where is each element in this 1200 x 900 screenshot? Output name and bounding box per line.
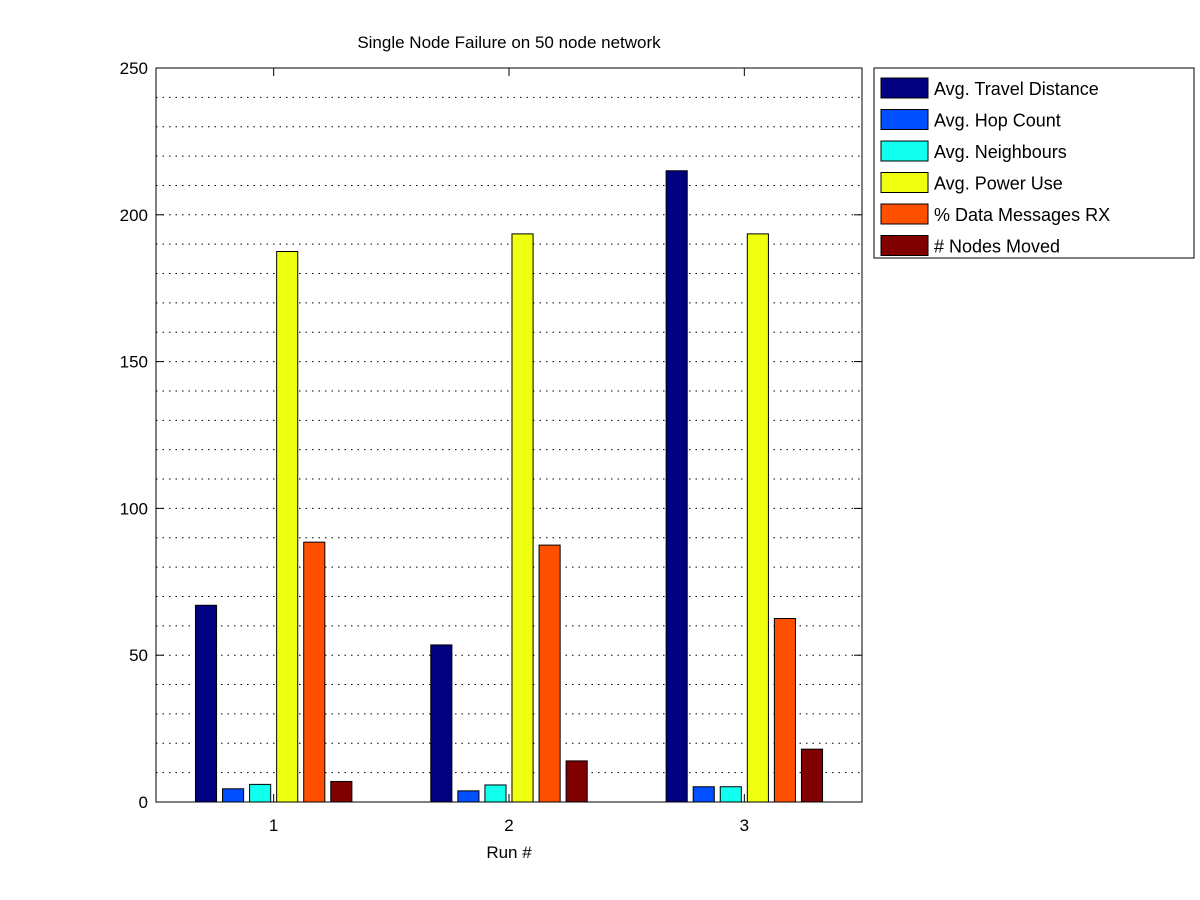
legend-entry: Avg. Neighbours bbox=[934, 142, 1067, 162]
x-tick-label: 2 bbox=[504, 816, 513, 835]
bar bbox=[773, 618, 796, 803]
bar bbox=[276, 251, 299, 803]
legend-box bbox=[873, 67, 1195, 259]
legend-entry: Avg. Hop Count bbox=[934, 111, 1061, 131]
x-tick-label: 3 bbox=[740, 816, 749, 835]
bar bbox=[249, 783, 272, 803]
legend-swatch bbox=[880, 235, 929, 256]
y-tick-label: 100 bbox=[120, 499, 148, 518]
legend: Avg. Travel Distance Avg. Hop Count Avg. N… bbox=[873, 67, 1195, 259]
legend-swatch bbox=[880, 109, 929, 130]
y-tick-label: 200 bbox=[120, 206, 148, 225]
legend-entry: % Data Messages RX bbox=[934, 205, 1110, 225]
legend-swatch bbox=[880, 77, 929, 99]
bar bbox=[719, 786, 742, 803]
y-tick-label: 50 bbox=[129, 646, 148, 665]
bar bbox=[692, 786, 715, 803]
bar bbox=[194, 604, 218, 803]
x-tick-label: 1 bbox=[269, 816, 278, 835]
y-tick-label: 250 bbox=[120, 59, 148, 78]
bar bbox=[484, 784, 507, 803]
y-tick-label: 0 bbox=[139, 793, 148, 812]
legend-entry: Avg. Travel Distance bbox=[934, 79, 1099, 99]
bar bbox=[430, 644, 453, 803]
bar bbox=[800, 748, 824, 803]
x-axis-label: Run # bbox=[486, 843, 532, 862]
grid-lines bbox=[156, 96, 862, 774]
bar bbox=[565, 760, 588, 803]
legend-swatch bbox=[880, 203, 929, 225]
axis-ticks: 0 50 100 150 200 250 1 2 3 bbox=[120, 59, 862, 835]
bar bbox=[330, 780, 353, 803]
bar bbox=[303, 541, 326, 803]
bar bbox=[538, 544, 561, 803]
legend-entry: # Nodes Moved bbox=[934, 237, 1060, 257]
y-tick-label: 150 bbox=[120, 353, 148, 372]
legend-swatch bbox=[880, 140, 929, 162]
legend-swatch bbox=[880, 172, 929, 193]
bars bbox=[194, 170, 824, 803]
chart-title: Single Node Failure on 50 node network bbox=[357, 33, 661, 52]
bar bbox=[457, 790, 480, 803]
bar bbox=[665, 170, 688, 803]
bar bbox=[511, 233, 534, 803]
bar bbox=[746, 233, 769, 803]
legend-entry: Avg. Power Use bbox=[934, 174, 1063, 194]
bar bbox=[222, 788, 245, 803]
